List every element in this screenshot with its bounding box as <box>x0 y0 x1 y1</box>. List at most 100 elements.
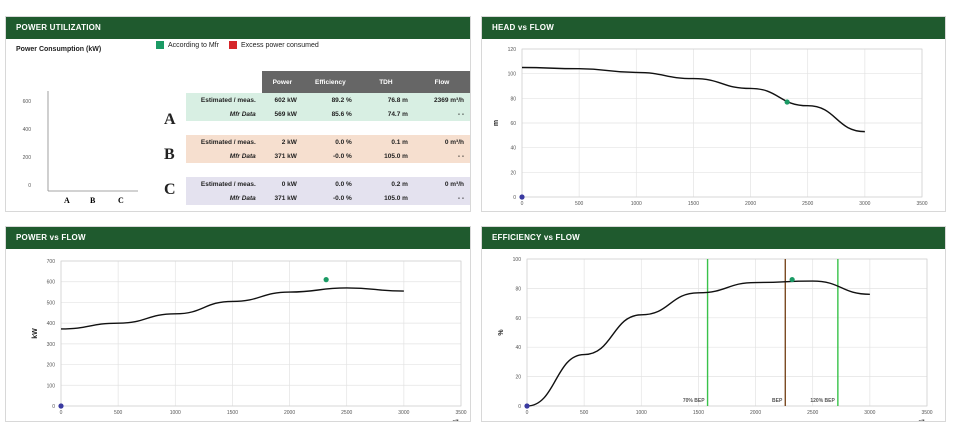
x-tick-label: 1500 <box>693 410 704 416</box>
x-tick-label: 2000 <box>750 410 761 416</box>
x-tick: B <box>90 196 96 205</box>
x-tick-label: 0 <box>526 410 529 416</box>
y-tick-label: 40 <box>510 146 516 152</box>
plot-frame <box>526 258 928 407</box>
col-power: Power <box>261 71 303 93</box>
head-vs-flow-chart: 0 500 1000 1500 2000 2500 3000 3500 120 100 80 60 40… <box>493 47 928 218</box>
y-tick-label: 120 <box>508 47 517 53</box>
y-tick-label: 0 <box>513 195 516 201</box>
power-vs-flow-panel: POWER vs FLOW 0 500 1000 1500 2000 2500 3000 35… <box>5 226 471 427</box>
efficiency-vs-flow-chart: 0 500 1000 1500 2000 2500 3000 3500 100 80 60 40 20 0… <box>498 257 933 427</box>
x-axis-label: m³/h <box>912 420 927 421</box>
legend: According to Mfr Excess power consumed <box>156 41 319 49</box>
y-tick: 200 <box>23 155 32 161</box>
reference-label: BEP <box>772 398 783 404</box>
y-tick: 0 <box>28 183 31 189</box>
col-flow: Flow <box>413 71 470 93</box>
y-tick-label: 60 <box>510 121 516 127</box>
table-row: Mfr Data 569 kW 85.6 % 74.7 m- - <box>186 107 470 121</box>
power-consumption-title: Power Consumption (kW) <box>16 46 102 53</box>
y-tick-label: 0 <box>52 404 55 410</box>
col-efficiency: Efficiency <box>302 71 358 93</box>
x-tick-label: 2500 <box>802 201 813 207</box>
x-tick-label: 1500 <box>688 201 699 207</box>
y-axis-label: kW <box>32 328 39 339</box>
x-tick-label: 3000 <box>859 201 870 207</box>
series-line <box>60 287 404 330</box>
y-tick-label: 40 <box>515 345 521 351</box>
table-row: Mfr Data 371 kW -0.0 % 105.0 m- - <box>186 191 470 205</box>
y-tick-label: 300 <box>47 342 56 348</box>
x-tick-label: 1500 <box>227 410 238 416</box>
data-point <box>524 403 530 409</box>
x-tick-label: 2000 <box>745 201 756 207</box>
y-tick-label: 100 <box>47 383 56 389</box>
x-tick-label: 2500 <box>341 410 352 416</box>
y-tick-label: 20 <box>515 375 521 381</box>
data-point <box>789 276 795 283</box>
table-row: Mfr Data 371 kW -0.0 % 105.0 m- - <box>186 149 470 163</box>
pump-letter-a: A <box>164 111 176 128</box>
y-tick-label: 400 <box>47 321 56 327</box>
panel-title: HEAD vs FLOW <box>482 17 945 39</box>
y-tick-label: 0 <box>518 404 521 410</box>
data-point <box>519 194 525 200</box>
power-bar-chart: 600 400 200 0 A B C <box>23 91 138 205</box>
x-tick-label: 3500 <box>921 410 932 416</box>
y-tick-label: 20 <box>510 170 516 176</box>
y-tick-label: 80 <box>515 286 521 292</box>
head-vs-flow-panel: HEAD vs FLOW 0 500 1000 1500 2000 2500 3000 350… <box>481 16 946 218</box>
x-tick: C <box>118 196 124 205</box>
data-point <box>784 99 790 105</box>
y-axis-label: m <box>493 120 500 126</box>
x-tick-label: 3500 <box>455 410 466 416</box>
x-tick-label: 500 <box>114 410 123 416</box>
pump-letter-b: B <box>164 146 175 163</box>
y-tick: 600 <box>23 99 32 105</box>
y-axis-label: % <box>498 329 505 336</box>
table-row: Estimated / meas. 602 kW 89.2 % 76.8 m 2369 … <box>186 93 470 107</box>
data-point <box>58 403 64 409</box>
x-tick-label: 0 <box>521 201 524 207</box>
x-tick-label: 3000 <box>864 410 875 416</box>
pump-letter-c: C <box>164 181 176 198</box>
panel-title: POWER UTILIZATION <box>6 17 470 39</box>
y-tick-label: 60 <box>515 316 521 322</box>
y-tick-label: 80 <box>510 96 516 102</box>
plot-frame <box>60 260 462 407</box>
x-tick-label: 3500 <box>916 201 927 207</box>
x-tick-label: 500 <box>580 410 589 416</box>
legend-according: According to Mfr <box>156 41 219 49</box>
plot-frame <box>521 48 923 198</box>
x-tick-label: 2500 <box>807 410 818 416</box>
power-utilization-panel: POWER UTILIZATION Power Consumption (kW)… <box>5 16 471 212</box>
y-tick-label: 600 <box>47 280 56 286</box>
pump-data-table: Power Efficiency TDH Flow Estimated / me… <box>186 71 470 205</box>
power-vs-flow-chart: 0 500 1000 1500 2000 2500 3000 3500700600500400… <box>32 259 467 427</box>
x-tick-label: 1000 <box>636 410 647 416</box>
x-tick-label: 3000 <box>398 410 409 416</box>
col-tdh: TDH <box>357 71 414 93</box>
series-line <box>521 66 865 133</box>
reference-label: 120% BEP <box>810 398 835 404</box>
y-tick: 400 <box>23 127 32 133</box>
legend-excess: Excess power consumed <box>228 41 319 49</box>
x-tick-label: 0 <box>60 410 63 416</box>
reference-label: 70% BEP <box>683 398 705 404</box>
x-tick-label: 500 <box>575 201 584 207</box>
y-tick-label: 700 <box>47 259 56 265</box>
y-tick-label: 200 <box>47 363 56 369</box>
x-tick: A <box>64 196 70 205</box>
data-point <box>323 277 329 283</box>
x-axis-label: m³/h <box>446 420 461 421</box>
y-tick-label: 100 <box>513 257 522 263</box>
y-tick-label: 100 <box>508 72 517 78</box>
panel-title: EFFICIENCY vs FLOW <box>482 227 945 249</box>
panel-title: POWER vs FLOW <box>6 227 470 249</box>
efficiency-vs-flow-panel: EFFICIENCY vs FLOW 0 500 1000 1500 2000 2500 3… <box>481 226 946 427</box>
y-tick-label: 500 <box>47 300 56 306</box>
x-tick-label: 2000 <box>284 410 295 416</box>
x-tick-label: 1000 <box>631 201 642 207</box>
